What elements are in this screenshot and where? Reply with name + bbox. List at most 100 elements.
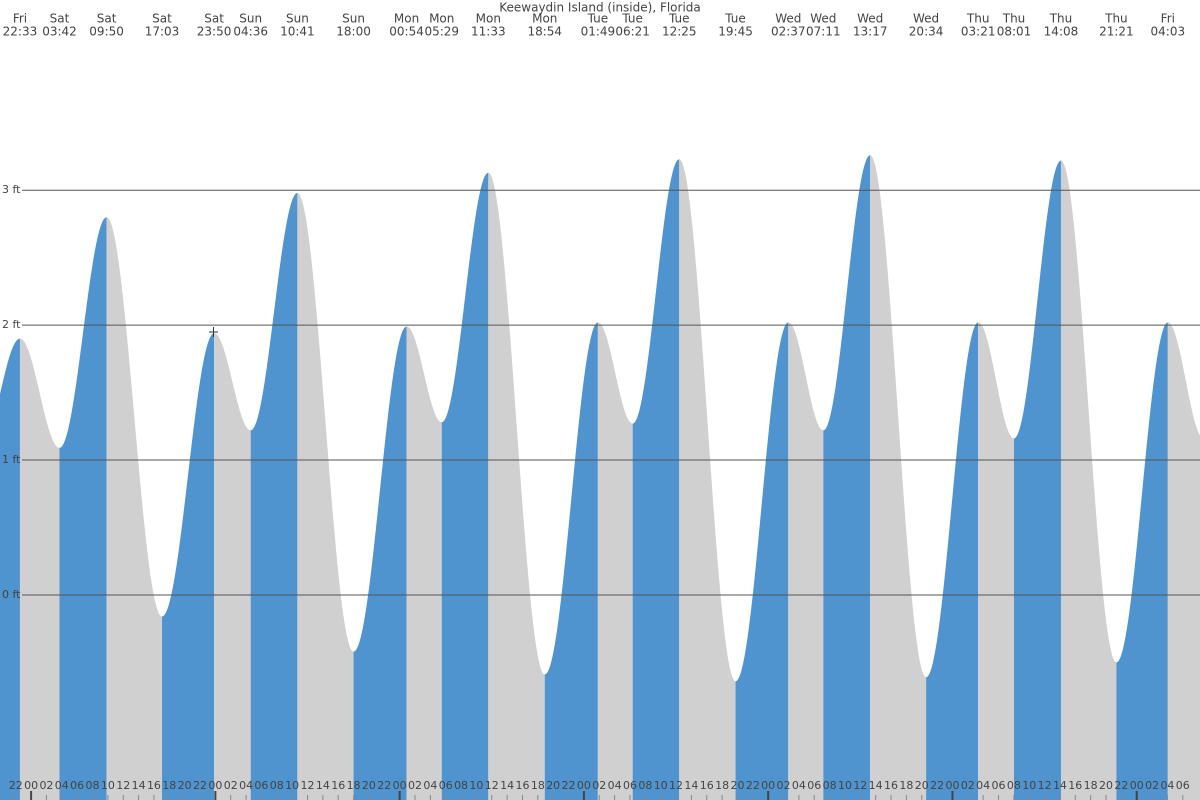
x-tick-label: 14 <box>316 779 330 792</box>
rising-area <box>926 322 979 800</box>
extremum-time: 02:37 <box>771 25 806 39</box>
x-tick-label: 20 <box>1099 779 1113 792</box>
extremum-time: 19:45 <box>718 25 753 39</box>
x-tick-label: 06 <box>1176 779 1190 792</box>
x-tick-label: 22 <box>746 779 760 792</box>
x-tick-label: 04 <box>608 779 622 792</box>
x-tick-label: 04 <box>1160 779 1174 792</box>
x-tick-label: 06 <box>254 779 268 792</box>
rising-area <box>735 322 789 800</box>
extremum-day: Tue <box>621 12 643 26</box>
extremum-day: Wed <box>775 12 801 26</box>
x-tick-label: 04 <box>239 779 253 792</box>
x-tick-label: 14 <box>869 779 883 792</box>
x-tick-label: 04 <box>55 779 69 792</box>
x-tick-label: 08 <box>638 779 652 792</box>
extremum-day: Sun <box>342 12 365 26</box>
extremum-day: Tue <box>724 12 746 26</box>
x-tick-label: 06 <box>70 779 84 792</box>
rising-area <box>250 192 298 800</box>
extremum-time: 21:21 <box>1099 25 1134 39</box>
x-tick-label: 00 <box>577 779 591 792</box>
extremum-day: Fri <box>1161 12 1175 26</box>
x-tick-label: 02 <box>224 779 238 792</box>
extremum-day: Sun <box>286 12 309 26</box>
x-tick-label: 14 <box>132 779 146 792</box>
extremum-time: 04:36 <box>233 25 268 39</box>
extremum-time: 04:03 <box>1151 25 1186 39</box>
extremum-day: Thu <box>1104 12 1128 26</box>
x-tick-label: 04 <box>423 779 437 792</box>
extremum-time: 03:21 <box>961 25 996 39</box>
x-tick-label: 04 <box>792 779 806 792</box>
extremum-time: 18:54 <box>527 25 562 39</box>
extremum-time: 22:33 <box>3 25 38 39</box>
x-tick-label: 10 <box>285 779 299 792</box>
rising-area <box>544 322 598 800</box>
cursor-marker <box>209 327 218 337</box>
falling-area <box>406 326 442 800</box>
rising-area <box>823 155 871 800</box>
x-tick-label: 08 <box>454 779 468 792</box>
x-tick-label: 10 <box>469 779 483 792</box>
extremum-time: 05:29 <box>424 25 459 39</box>
x-tick-label: 22 <box>930 779 944 792</box>
extremum-day: Fri <box>13 12 27 26</box>
x-tick-label: 16 <box>1068 779 1082 792</box>
extremum-day: Tue <box>587 12 609 26</box>
falling-area <box>19 338 60 800</box>
extremum-time: 18:00 <box>336 25 371 39</box>
falling-area <box>978 322 1015 800</box>
x-tick-label: 18 <box>1084 779 1098 792</box>
x-tick-label: 10 <box>838 779 852 792</box>
falling-area <box>297 192 354 800</box>
x-tick-label: 12 <box>116 779 130 792</box>
x-tick-label: 00 <box>1130 779 1144 792</box>
rising-area <box>1116 322 1168 800</box>
x-tick-label: 18 <box>347 779 361 792</box>
extremum-day: Mon <box>429 12 454 26</box>
chart-title: Keewaydin Island (inside), Florida <box>499 1 701 15</box>
extremum-time: 03:42 <box>42 25 77 39</box>
falling-area <box>870 155 927 800</box>
extremum-time: 07:11 <box>806 25 841 39</box>
extremum-day: Sun <box>239 12 262 26</box>
x-tick-label: 02 <box>39 779 53 792</box>
x-tick-label: 16 <box>884 779 898 792</box>
x-tick-label: 16 <box>147 779 161 792</box>
x-tick-label: 12 <box>301 779 315 792</box>
rising-area <box>632 159 680 800</box>
x-tick-label: 18 <box>162 779 176 792</box>
x-tick-label: 14 <box>1053 779 1067 792</box>
extremum-day: Sat <box>97 12 117 26</box>
x-tick-label: 02 <box>592 779 606 792</box>
extremum-time: 00:54 <box>389 25 424 39</box>
x-tick-label: 00 <box>761 779 775 792</box>
x-tick-label: 02 <box>408 779 422 792</box>
rising-area <box>1014 160 1061 800</box>
falling-area <box>1167 322 1200 800</box>
x-tick-label: 10 <box>101 779 115 792</box>
extremum-day: Sat <box>152 12 172 26</box>
x-tick-label: 20 <box>915 779 929 792</box>
x-tick-label: 02 <box>961 779 975 792</box>
extremum-time: 12:25 <box>662 25 697 39</box>
x-tick-label: 20 <box>730 779 744 792</box>
x-tick-label: 22 <box>562 779 576 792</box>
x-tick-label: 22 <box>9 779 23 792</box>
falling-area <box>679 159 736 800</box>
falling-area <box>106 217 163 800</box>
falling-area <box>788 322 824 800</box>
y-tick-label: 0 ft <box>2 588 21 601</box>
extremum-day: Mon <box>476 12 501 26</box>
x-tick-label: 06 <box>992 779 1006 792</box>
x-tick-label: 12 <box>485 779 499 792</box>
extremum-day: Tue <box>668 12 690 26</box>
x-tick-label: 12 <box>669 779 683 792</box>
extremum-day: Mon <box>394 12 419 26</box>
x-tick-label: 08 <box>1007 779 1021 792</box>
extremum-time: 01:49 <box>581 25 616 39</box>
x-tick-label: 16 <box>515 779 529 792</box>
